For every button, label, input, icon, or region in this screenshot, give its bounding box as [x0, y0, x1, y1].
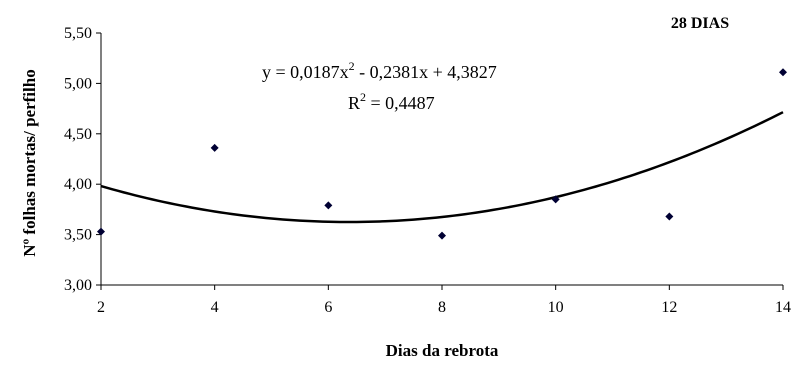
trendline — [100, 111, 784, 224]
x-tick-label: 4 — [211, 299, 219, 316]
y-tick-label: 5,50 — [64, 25, 92, 42]
y-axis-ticks: 3,00 3,50 4,00 4,50 5,00 5,50 — [64, 25, 101, 294]
x-axis-ticks: 2 4 6 8 10 12 14 — [97, 285, 791, 316]
x-tick-label: 6 — [324, 299, 332, 316]
x-tick-label: 14 — [775, 299, 791, 316]
x-axis-title: Dias da rebrota — [386, 341, 499, 360]
y-tick-label: 3,50 — [64, 227, 92, 244]
equation-line-2: R2 = 0,4487 — [348, 90, 435, 113]
x-tick-label: 12 — [661, 299, 677, 316]
panel-label: 28 DIAS — [671, 15, 729, 32]
y-axis-title: Nº folhas mortas/ perfilho — [20, 69, 39, 256]
equation-line-1-rest: - 0,2381x + 4,3827 — [355, 62, 497, 82]
data-point — [438, 231, 446, 240]
data-points — [97, 68, 787, 240]
equation-line-1-main: y = 0,0187x — [262, 62, 349, 82]
y-tick-label: 4,50 — [64, 126, 92, 143]
y-tick-label: 5,00 — [64, 75, 92, 92]
x-tick-label: 8 — [438, 299, 446, 316]
equation-line-2-main: R — [348, 93, 360, 113]
equation-line-1-sup: 2 — [349, 59, 355, 73]
data-point — [324, 201, 333, 210]
equation-line-2-sup: 2 — [360, 90, 366, 104]
data-point — [210, 143, 219, 152]
data-point — [551, 195, 560, 204]
equation-line-1: y = 0,0187x2 - 0,2381x + 4,3827 — [262, 59, 497, 82]
equation-line-2-rest: = 0,4487 — [366, 93, 435, 113]
x-tick-label: 2 — [97, 299, 105, 316]
x-tick-label: 10 — [548, 299, 564, 316]
y-tick-label: 4,00 — [64, 176, 92, 193]
data-point — [97, 227, 105, 236]
y-tick-label: 3,00 — [64, 277, 92, 294]
data-point — [779, 68, 787, 77]
data-point — [665, 212, 674, 221]
